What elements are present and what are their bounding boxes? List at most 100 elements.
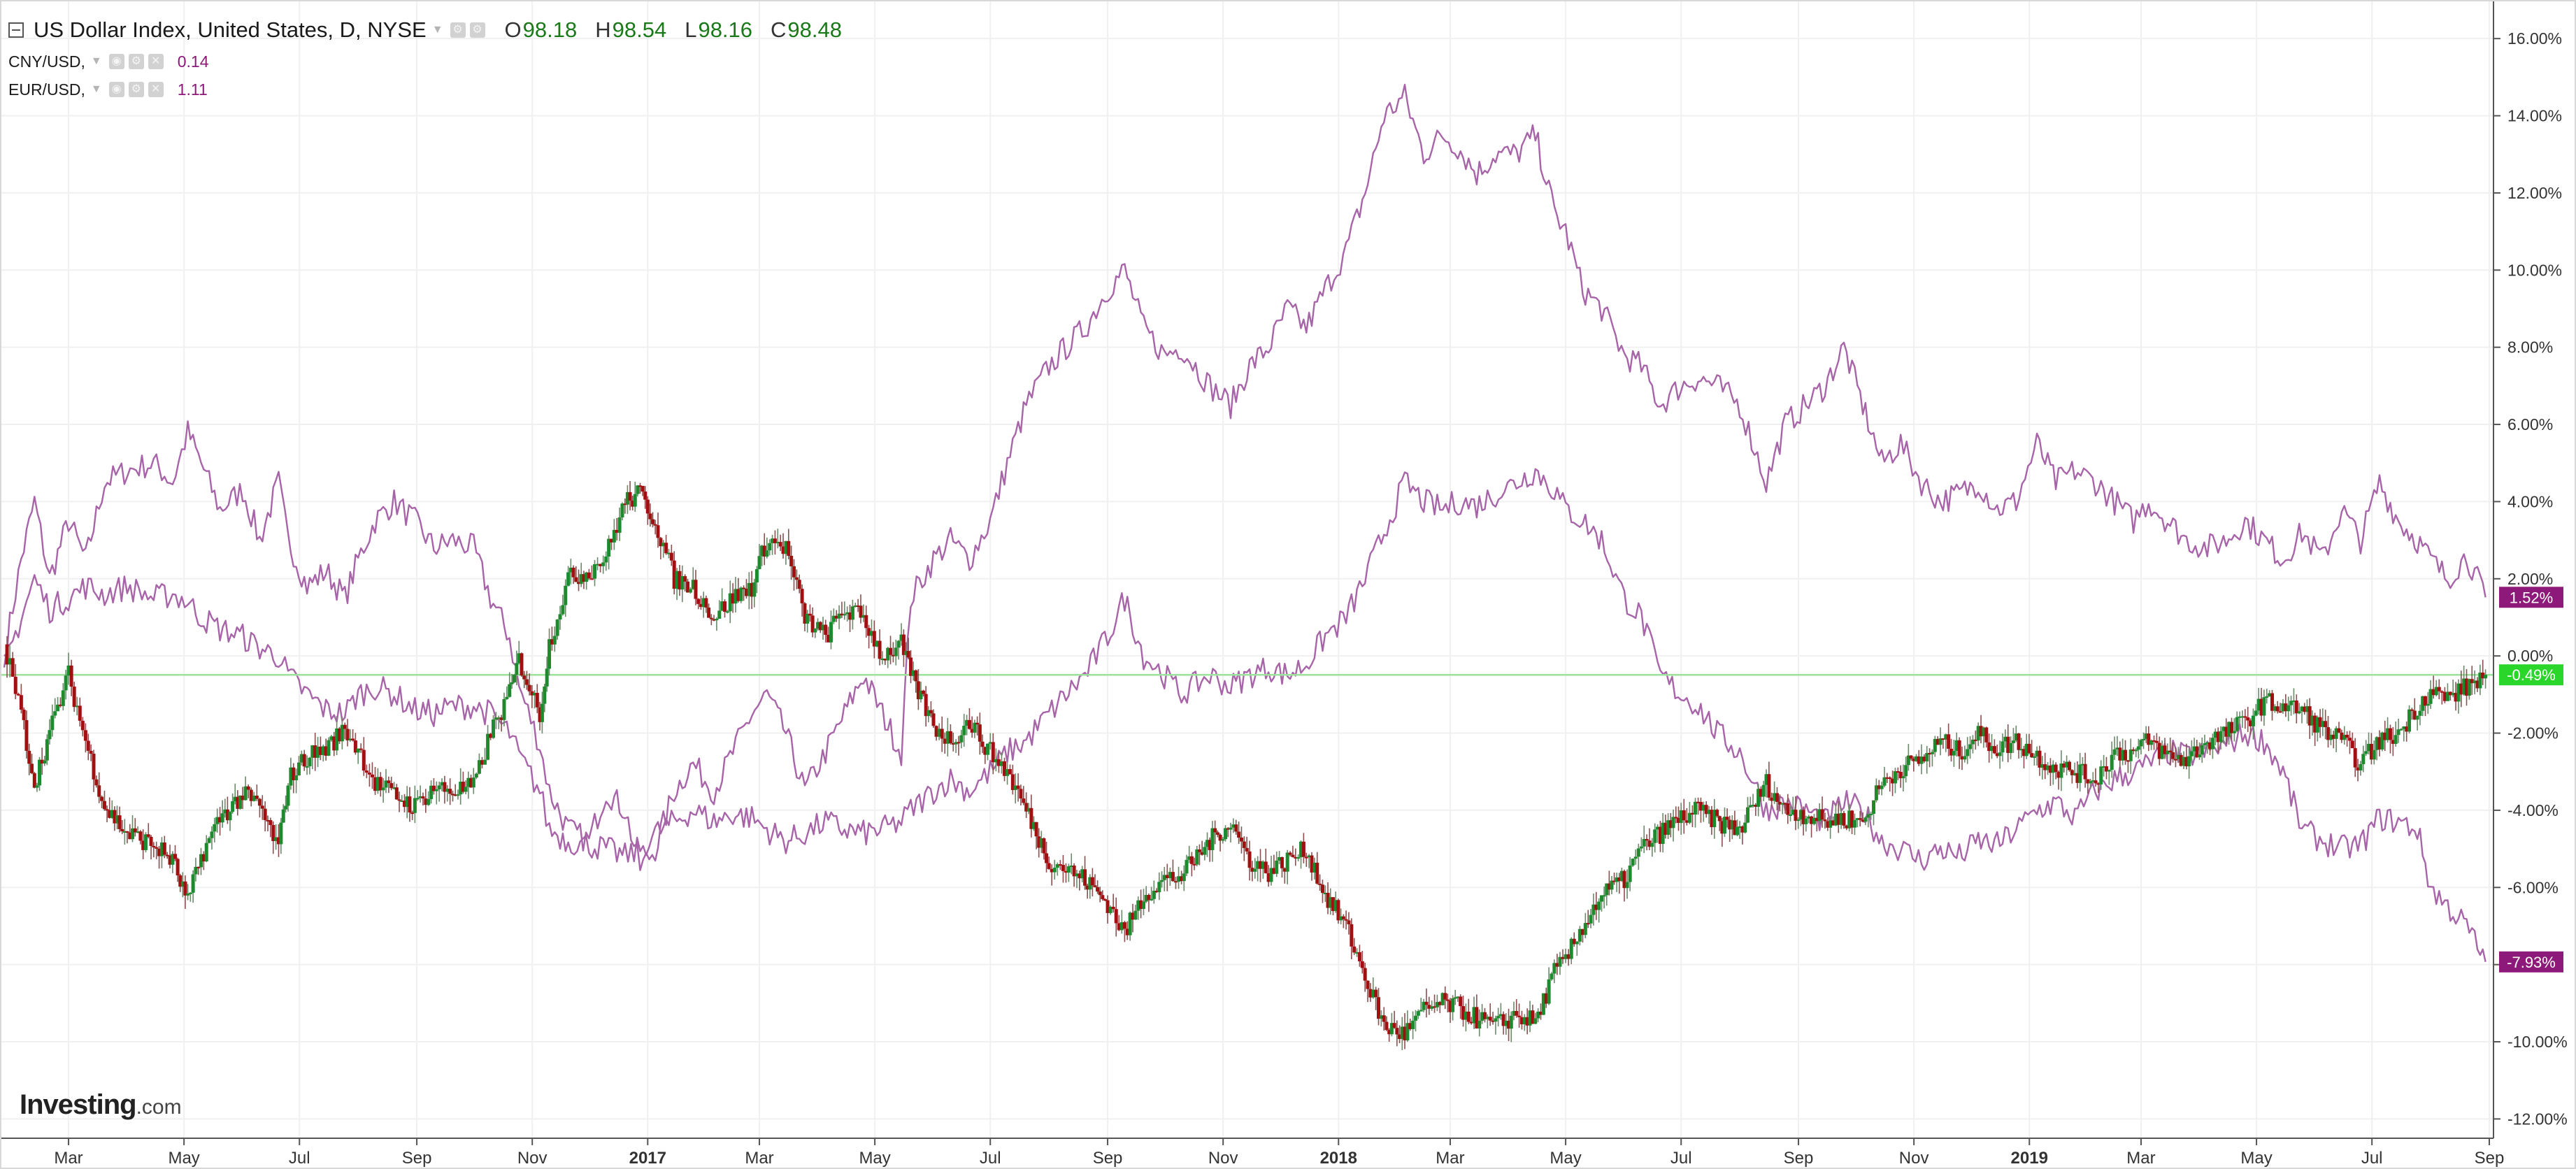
candle-body [1893,771,1897,784]
x-axis[interactable]: Mar May Jul Sep Nov 2017 Mar May Jul Sep Nov 2018 Ma… [54,1138,2504,1168]
chart-legend: US Dollar Index, United States, D, NYSE … [8,13,842,103]
candle-body [816,622,820,629]
candle-body [1413,1015,1417,1021]
candle-body [327,740,331,756]
legend-row-cny[interactable]: CNY/USD, ▼ ◉ ⚙ ✕ 0.14 [8,48,842,76]
candle-body [269,820,273,826]
candle-body [2216,731,2220,743]
candle-body [1392,1023,1396,1028]
candle-body [2259,698,2263,716]
eye-icon[interactable]: ◉ [108,54,124,69]
candle-body [437,785,441,789]
candle-body [978,724,982,742]
candle-body [474,773,478,778]
format-icon[interactable]: ⚙ [469,22,485,38]
y-tick-label: 2.00% [2507,570,2553,588]
candle-body [418,796,422,798]
candle-body [1922,756,1926,761]
candle-body [2426,703,2430,706]
candle-body [2168,750,2173,752]
settings-icon[interactable]: ⚙ [450,22,466,38]
candle-body [980,741,985,747]
legend-cny-value: 0.14 [177,52,209,71]
candle-body [625,492,629,505]
candle-body [505,696,509,699]
candle-body [1453,997,1457,999]
x-tick-label: May [168,1149,199,1168]
candle-body [1973,739,1977,741]
candle-body [1323,893,1327,895]
candle-body [806,613,810,624]
candle-body [899,634,903,641]
candle-body [2268,693,2272,696]
candle-body [451,794,455,796]
legend-row-eur[interactable]: EUR/USD, ▼ ◉ ⚙ ✕ 1.11 [8,76,842,103]
candle-body [279,822,283,845]
candle-body [146,834,150,837]
candle-body [896,640,901,648]
chevron-down-icon[interactable]: ▼ [431,24,443,36]
candle-body [378,777,382,791]
candle-body [2445,691,2449,701]
candle-body [914,670,918,682]
candle-body [1804,818,1808,824]
eye-icon[interactable]: ◉ [108,82,124,97]
candle-body [2284,703,2288,712]
candle-body [299,754,303,763]
candle-body [1957,740,1961,756]
candle-body [840,613,844,616]
candle-body [2281,703,2285,712]
candle-body [2243,716,2247,718]
candle-body [1690,812,1694,815]
candle-body [86,740,90,751]
candle-body [1636,848,1640,857]
candle-body [19,695,23,710]
candle-body [324,746,328,756]
candle-body [1010,774,1015,790]
candle-body [1315,862,1319,884]
candle-body [266,819,270,822]
candle-body [1066,866,1071,873]
price-badge-main: -0.49% [2499,664,2563,686]
candle-body [1347,920,1351,924]
candle-body [1147,895,1151,901]
candle-body [2022,749,2026,756]
candle-body [628,492,632,501]
candle-body [803,603,807,624]
chevron-down-icon[interactable]: ▼ [90,55,102,67]
candle-body [957,742,961,744]
candle-body [2256,698,2261,711]
x-tick-label: 2017 [629,1149,666,1168]
candle-body [2195,746,2199,758]
candle-body [2035,750,2039,756]
legend-main-row[interactable]: US Dollar Index, United States, D, NYSE … [8,13,842,48]
candle-body [2437,687,2441,691]
chevron-down-icon[interactable]: ▼ [90,83,102,95]
settings-icon[interactable]: ⚙ [128,82,144,97]
candle-body [2448,691,2452,696]
candle-body [1555,963,1559,967]
candle-body [2096,783,2101,785]
candle-body [1512,1010,1516,1016]
close-icon[interactable]: ✕ [148,82,164,97]
candle-body [604,557,608,563]
candle-body [1801,810,1805,824]
candle-body [666,552,671,554]
price-badges: 1.52% -0.49% -7.93% [2499,587,2563,973]
candle-body [510,682,514,684]
candle-body [8,658,12,665]
collapse-icon[interactable] [8,22,24,38]
close-icon[interactable]: ✕ [148,54,164,69]
candle-body [1941,738,1945,740]
candle-body [1125,928,1129,935]
candle-body [623,503,627,505]
candle-body [1122,922,1126,929]
candle-body [1533,1018,1538,1024]
candle-body [742,587,746,589]
candle-body [2321,721,2325,727]
candle-body [1852,819,1856,828]
candle-body [1131,912,1135,920]
candle-body [555,619,559,636]
settings-icon[interactable]: ⚙ [128,54,144,69]
